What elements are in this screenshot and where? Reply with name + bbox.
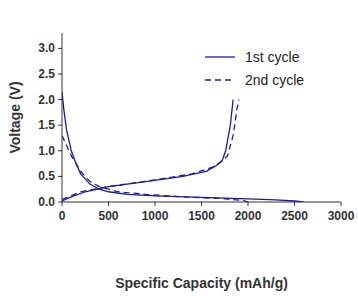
x-tick	[62, 202, 63, 206]
x-tick	[341, 202, 342, 206]
y-axis-label: Voltage (V)	[7, 81, 23, 153]
x-tick-label: 0	[59, 209, 66, 223]
y-tick-label: 2.0	[38, 93, 55, 107]
y-tick	[58, 150, 62, 151]
y-tick-label: 0.0	[38, 195, 55, 209]
x-tick	[294, 202, 295, 206]
y-tick-label: 1.5	[38, 118, 55, 132]
x-tick-label: 2500	[281, 209, 308, 223]
y-tick	[58, 73, 62, 74]
legend-label: 1st cycle	[245, 49, 300, 65]
legend-swatch	[205, 56, 235, 57]
x-axis-label: Specific Capacity (mAh/g)	[115, 275, 288, 291]
x-tick	[108, 202, 109, 206]
plot-area	[62, 92, 304, 202]
x-tick	[155, 202, 156, 206]
series-line	[62, 100, 248, 202]
y-tick	[58, 99, 62, 100]
y-tick-label: 1.0	[38, 144, 55, 158]
legend-label: 2nd cycle	[245, 72, 304, 88]
y-tick	[58, 176, 62, 177]
x-tick-label: 1000	[142, 209, 169, 223]
y-tick	[58, 125, 62, 126]
series-line	[62, 92, 304, 202]
y-tick-label: 0.5	[38, 169, 55, 183]
y-tick-label: 3.0	[38, 41, 55, 55]
y-tick	[58, 48, 62, 49]
y-tick	[58, 202, 62, 203]
x-tick-label: 2000	[235, 209, 262, 223]
x-tick-label: 500	[98, 209, 118, 223]
y-tick-label: 2.5	[38, 67, 55, 81]
chart: 0.0 0.5 1.0 1.5 2.0 2.5 3.0 0 500 1000 1500 2000 250…	[0, 0, 358, 296]
legend-swatch	[205, 79, 235, 80]
x-tick	[201, 202, 202, 206]
x-tick-label: 1500	[188, 209, 215, 223]
x-tick-label: 3000	[328, 209, 355, 223]
x-tick	[248, 202, 249, 206]
